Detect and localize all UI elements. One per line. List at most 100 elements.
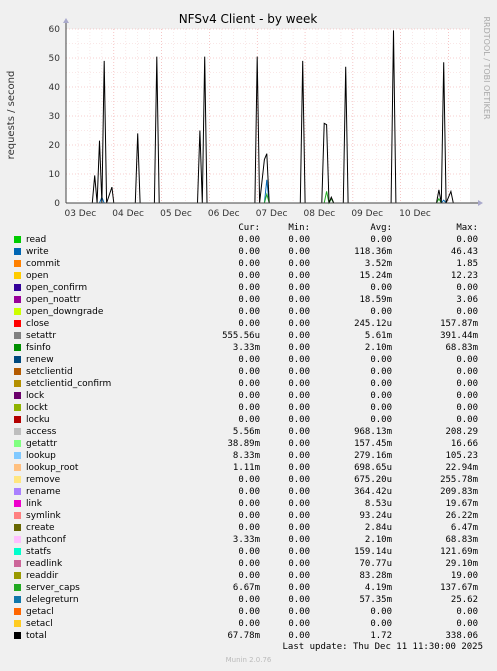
legend-max: 105.23 [445,451,478,461]
legend-row: lock 0.00 0.00 0.00 0.00 [0,390,497,402]
legend-cur: 0.00 [238,619,260,629]
legend-cur: 0.00 [238,391,260,401]
legend-max: 0.00 [456,355,478,365]
legend-row: lookup 8.33m 0.00 279.16m 105.23 [0,450,497,462]
x-axis-arrow [478,200,483,206]
legend-max: 0.00 [456,235,478,245]
legend-cur: 0.00 [238,307,260,317]
legend-avg: 57.35m [359,595,392,605]
legend-swatch [14,632,21,639]
legend-row: setattr 555.56u 0.00 5.61m 391.44m [0,330,497,342]
legend-name: read [26,235,47,245]
legend-max: 121.69m [440,547,478,557]
legend-name: getattr [26,439,58,449]
legend-row: write 0.00 0.00 118.36m 46.43 [0,246,497,258]
legend-swatch [14,488,21,495]
legend-cur: 0.00 [238,259,260,269]
legend-max: 0.00 [456,283,478,293]
legend-min: 0.00 [288,403,310,413]
legend-row: renew 0.00 0.00 0.00 0.00 [0,354,497,366]
legend-min: 0.00 [288,583,310,593]
legend-avg: 0.00 [370,403,392,413]
legend-row: delegreturn 0.00 0.00 57.35m 25.62 [0,594,497,606]
legend-name: remove [26,475,61,485]
legend-row: close 0.00 0.00 245.12u 157.87m [0,318,497,330]
legend-min: 0.00 [288,463,310,473]
legend-min: 0.00 [288,283,310,293]
x-tick-label: 06 Dec [208,209,240,219]
legend-cur: 0.00 [238,571,260,581]
legend-max: 29.10m [445,559,478,569]
legend-avg: 0.00 [370,379,392,389]
legend-max: 19.67m [445,499,478,509]
legend-max: 208.29 [445,427,478,437]
legend-name: server_caps [26,583,80,593]
legend-row: link 0.00 0.00 8.53u 19.67m [0,498,497,510]
legend-row: open_confirm 0.00 0.00 0.00 0.00 [0,282,497,294]
legend-avg: 279.16m [354,451,392,461]
grid [65,28,470,204]
legend-row: total 67.78m 0.00 1.72 338.06 [0,630,497,642]
legend-cur: 0.00 [238,487,260,497]
chart-title: NFSv4 Client - by week [179,12,318,26]
legend-avg: 5.61m [364,331,392,341]
legend-swatch [14,500,21,507]
legend-cur: 3.33m [232,535,260,545]
legend-swatch [14,368,21,375]
legend-name: lookup_root [26,463,79,473]
legend-swatch [14,308,21,315]
legend-name: total [26,631,47,641]
legend-avg: 968.13m [354,427,392,437]
legend-header: Cur: Min: Avg: Max: [0,222,497,234]
y-tick-label: 20 [49,141,61,151]
legend-min: 0.00 [288,547,310,557]
legend-max: 68.83m [445,343,478,353]
legend-avg: 3.52m [364,259,392,269]
legend-max: 0.00 [456,307,478,317]
legend-name: rename [26,487,61,497]
legend-min: 0.00 [288,499,310,509]
legend-cur: 8.33m [232,451,260,461]
legend-name: lockt [26,403,48,413]
legend-avg: 157.45m [354,439,392,449]
legend-avg: 4.19m [364,583,392,593]
watermark: RRDTOOL / TOBI OETIKER [482,16,491,119]
legend-avg: 0.00 [370,235,392,245]
legend-min: 0.00 [288,259,310,269]
legend-row: commit 0.00 0.00 3.52m 1.85 [0,258,497,270]
legend-row: statfs 0.00 0.00 159.14u 121.69m [0,546,497,558]
legend-min: 0.00 [288,295,310,305]
legend-name: access [26,427,57,437]
legend-avg: 0.00 [370,283,392,293]
legend-name: fsinfo [26,343,51,353]
legend-name: close [26,319,50,329]
y-tick-label: 60 [49,25,61,35]
legend-swatch [14,356,21,363]
legend-row: pathconf 3.33m 0.00 2.10m 68.83m [0,534,497,546]
legend-max: 22.94m [445,463,478,473]
legend-row: lockt 0.00 0.00 0.00 0.00 [0,402,497,414]
legend-name: open_noattr [26,295,81,305]
legend-min: 0.00 [288,511,310,521]
legend-avg: 159.14u [354,547,392,557]
legend-swatch [14,236,21,243]
legend-avg: 118.36m [354,247,392,257]
legend-swatch [14,296,21,303]
legend-swatch [14,260,21,267]
legend-row: setclientid 0.00 0.00 0.00 0.00 [0,366,497,378]
legend-cur: 1.11m [232,463,260,473]
legend-cur: 0.00 [238,403,260,413]
legend-avg: 364.42u [354,487,392,497]
legend-min: 0.00 [288,535,310,545]
legend-swatch [14,332,21,339]
legend-swatch [14,620,21,627]
legend-cur: 0.00 [238,355,260,365]
legend-swatch [14,548,21,555]
x-tick-label: 08 Dec [304,209,336,219]
legend-row: locku 0.00 0.00 0.00 0.00 [0,414,497,426]
y-tick-label: 0 [54,199,60,209]
legend-cur: 6.67m [232,583,260,593]
legend-cur: 0.00 [238,499,260,509]
legend-max: 255.78m [440,475,478,485]
x-ticks: 03 Dec 04 Dec 05 Dec 06 Dec 07 Dec 08 Dec 09 D… [64,209,430,219]
